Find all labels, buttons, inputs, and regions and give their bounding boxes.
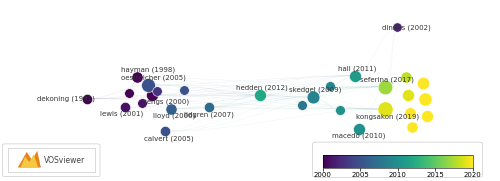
Point xyxy=(408,125,416,128)
Point xyxy=(423,114,431,117)
Point xyxy=(336,109,344,111)
Text: lewis (2001): lewis (2001) xyxy=(100,110,143,117)
Polygon shape xyxy=(18,162,41,167)
Point xyxy=(161,130,169,133)
Point xyxy=(382,108,390,111)
Polygon shape xyxy=(20,154,38,167)
Text: skedgel (2009): skedgel (2009) xyxy=(289,87,342,93)
Point xyxy=(382,85,390,88)
Point xyxy=(355,127,363,130)
Point xyxy=(404,94,412,97)
Point xyxy=(402,76,410,79)
Point xyxy=(406,111,414,114)
Text: lloyd (2006): lloyd (2006) xyxy=(154,113,196,119)
Point xyxy=(132,76,140,79)
Point xyxy=(422,97,430,100)
Point xyxy=(121,106,129,109)
Point xyxy=(83,97,91,100)
Text: hedden (2012): hedden (2012) xyxy=(236,85,288,91)
Point xyxy=(144,83,152,86)
Point xyxy=(154,90,162,93)
Text: seferina (2017): seferina (2017) xyxy=(360,76,414,83)
Text: dekoning (1991): dekoning (1991) xyxy=(38,96,95,102)
Point xyxy=(351,74,359,77)
Point xyxy=(256,94,264,97)
Text: lidgren (2007): lidgren (2007) xyxy=(184,111,234,117)
Point xyxy=(167,108,175,111)
Text: hall (2011): hall (2011) xyxy=(338,65,376,72)
Text: oestreicher (2005): oestreicher (2005) xyxy=(121,74,186,81)
Text: hayman (1998): hayman (1998) xyxy=(121,67,175,73)
Point xyxy=(393,26,401,29)
Point xyxy=(148,94,156,97)
Point xyxy=(309,96,317,98)
Point xyxy=(298,104,306,107)
Text: dinnes (2002): dinnes (2002) xyxy=(382,24,430,31)
Text: calvert (2005): calvert (2005) xyxy=(144,136,194,142)
Point xyxy=(205,106,213,109)
Text: tengs (2000): tengs (2000) xyxy=(144,98,190,105)
Point xyxy=(125,92,133,95)
Text: VOSviewer: VOSviewer xyxy=(44,156,85,165)
Polygon shape xyxy=(18,151,41,167)
Point xyxy=(180,89,188,92)
Text: kongsakon (2019): kongsakon (2019) xyxy=(356,113,419,120)
Point xyxy=(420,82,428,85)
Point xyxy=(138,101,146,104)
Point xyxy=(326,84,334,87)
Text: macedo (2010): macedo (2010) xyxy=(332,132,386,139)
